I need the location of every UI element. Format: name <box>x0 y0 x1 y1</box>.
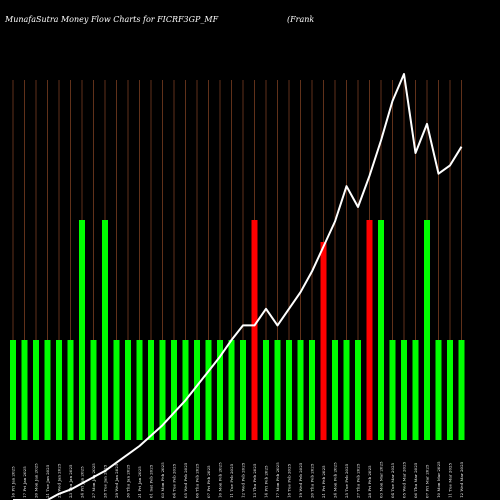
x-tick-label: 03 Mon Feb 2025 <box>160 462 165 498</box>
x-tick-label: 16 Fri Jan 2025 <box>11 466 16 498</box>
inflow-bar <box>125 340 131 440</box>
inflow-bar <box>263 340 269 440</box>
inflow-bar <box>297 340 304 440</box>
x-tick-label: 06 Thu Feb 2025 <box>195 463 200 498</box>
x-tick-label: 19 Wed Feb 2025 <box>298 462 303 498</box>
inflow-bar <box>309 340 315 440</box>
inflow-bar <box>148 340 154 440</box>
x-tick-label: 20 Mon Jan 2025 <box>34 463 39 498</box>
inflow-bar <box>136 340 143 440</box>
inflow-bar <box>240 340 246 440</box>
x-tick-label: 10 Mon Mar 2025 <box>436 461 441 498</box>
x-tick-label: 21 Fri Feb 2025 <box>321 465 326 498</box>
x-tick-label: 17 Mon Feb 2025 <box>275 462 280 498</box>
x-tick-label: 13 Thu Feb 2025 <box>252 463 257 498</box>
outflow-bar <box>251 220 258 440</box>
chart-subtitle: (Frank <box>287 15 314 24</box>
inflow-bar <box>228 340 235 440</box>
x-tick-label: 20 Thu Feb 2025 <box>310 463 315 498</box>
inflow-bar <box>389 340 396 440</box>
inflow-bar <box>67 340 74 440</box>
outflow-bar <box>366 220 373 440</box>
x-tick-label: 30 Thu Jan 2025 <box>126 464 131 498</box>
x-tick-label: 18 Tue Feb 2025 <box>287 463 292 498</box>
x-tick-label: 03 Mon Mar 2025 <box>379 461 384 498</box>
x-tick-label: 01 Sat Feb 2025 <box>149 464 154 498</box>
inflow-bar <box>286 340 292 440</box>
x-tick-label: 07 Fri Feb 2025 <box>206 465 211 498</box>
inflow-bar <box>79 220 85 440</box>
inflow-bar <box>435 340 442 440</box>
chart-title: MunafaSutra Money Flow Charts for FICRF3… <box>4 15 219 24</box>
bars <box>10 220 465 440</box>
x-tick-label: 28 Fri Feb 2025 <box>367 465 372 498</box>
x-tick-label: 27 Mon Jan 2025 <box>91 463 96 498</box>
inflow-bar <box>274 340 281 440</box>
inflow-bar <box>424 220 430 440</box>
inflow-bar <box>343 340 350 440</box>
inflow-bar <box>10 340 16 440</box>
inflow-bar <box>458 340 465 440</box>
inflow-bar <box>44 340 51 440</box>
inflow-bar <box>159 340 166 440</box>
x-tick-label: 25 Tue Feb 2025 <box>344 463 349 498</box>
x-tick-label: 21 Tue Jan 2025 <box>45 464 50 498</box>
inflow-bar <box>182 340 189 440</box>
x-tick-label: 17 Fri Jan 2025 <box>22 466 27 498</box>
money-flow-line <box>13 73 463 500</box>
x-tick-labels: 16 Fri Jan 2025 17 Fri Jan 2025 20 Mon Jan… <box>11 461 465 498</box>
x-tick-label: 14 Fri Feb 2025 <box>264 465 269 498</box>
x-tick-label: 07 Fri Mar 2025 <box>425 464 430 498</box>
inflow-bar <box>332 340 338 440</box>
inflow-bar <box>447 340 453 440</box>
x-tick-label: 12 Wed Mar 2025 <box>459 461 464 498</box>
x-tick-label: 05 Wed Feb 2025 <box>183 462 188 498</box>
x-tick-label: 31 Fri Jan 2025 <box>137 466 142 498</box>
outflow-bar <box>320 242 327 440</box>
x-tick-label: 12 Wed Feb 2025 <box>241 462 246 498</box>
money-flow-line-layer <box>13 73 463 500</box>
x-tick-label: 04 Tue Feb 2025 <box>172 463 177 498</box>
inflow-bar <box>401 340 407 440</box>
inflow-bar <box>217 340 223 440</box>
x-tick-label: 24 Fri Jan 2025 <box>80 466 85 498</box>
inflow-bar <box>56 340 62 440</box>
x-tick-label: 06 Thu Mar 2025 <box>413 462 418 498</box>
x-tick-label: 05 Wed Mar 2025 <box>402 461 407 498</box>
x-tick-label: 04 Tue Mar 2025 <box>390 462 395 498</box>
x-tick-label: 22 Wed Jan 2025 <box>57 463 62 498</box>
inflow-bar <box>355 340 361 440</box>
inflow-bar <box>378 220 384 440</box>
inflow-bar <box>102 220 108 440</box>
inflow-bar <box>412 340 419 440</box>
inflow-bar <box>171 340 177 440</box>
inflow-bar <box>90 340 97 440</box>
x-tick-label: 29 Wed Jan 2025 <box>114 463 119 498</box>
inflow-bar <box>205 340 212 440</box>
inflow-bar <box>21 340 28 440</box>
x-tick-label: 11 Tue Mar 2025 <box>448 462 453 498</box>
inflow-bar <box>33 340 39 440</box>
inflow-bar <box>113 340 120 440</box>
inflow-bar <box>194 340 200 440</box>
x-tick-label: 27 Thu Feb 2025 <box>356 463 361 498</box>
x-tick-label: 24 Mon Feb 2025 <box>333 462 338 498</box>
x-tick-label: 10 Mon Feb 2025 <box>218 462 223 498</box>
x-tick-label: 23 Thu Jan 2025 <box>68 464 73 498</box>
x-tick-label: 28 Tue Jan 2025 <box>103 464 108 498</box>
x-tick-label: 11 Tue Feb 2025 <box>229 463 234 498</box>
